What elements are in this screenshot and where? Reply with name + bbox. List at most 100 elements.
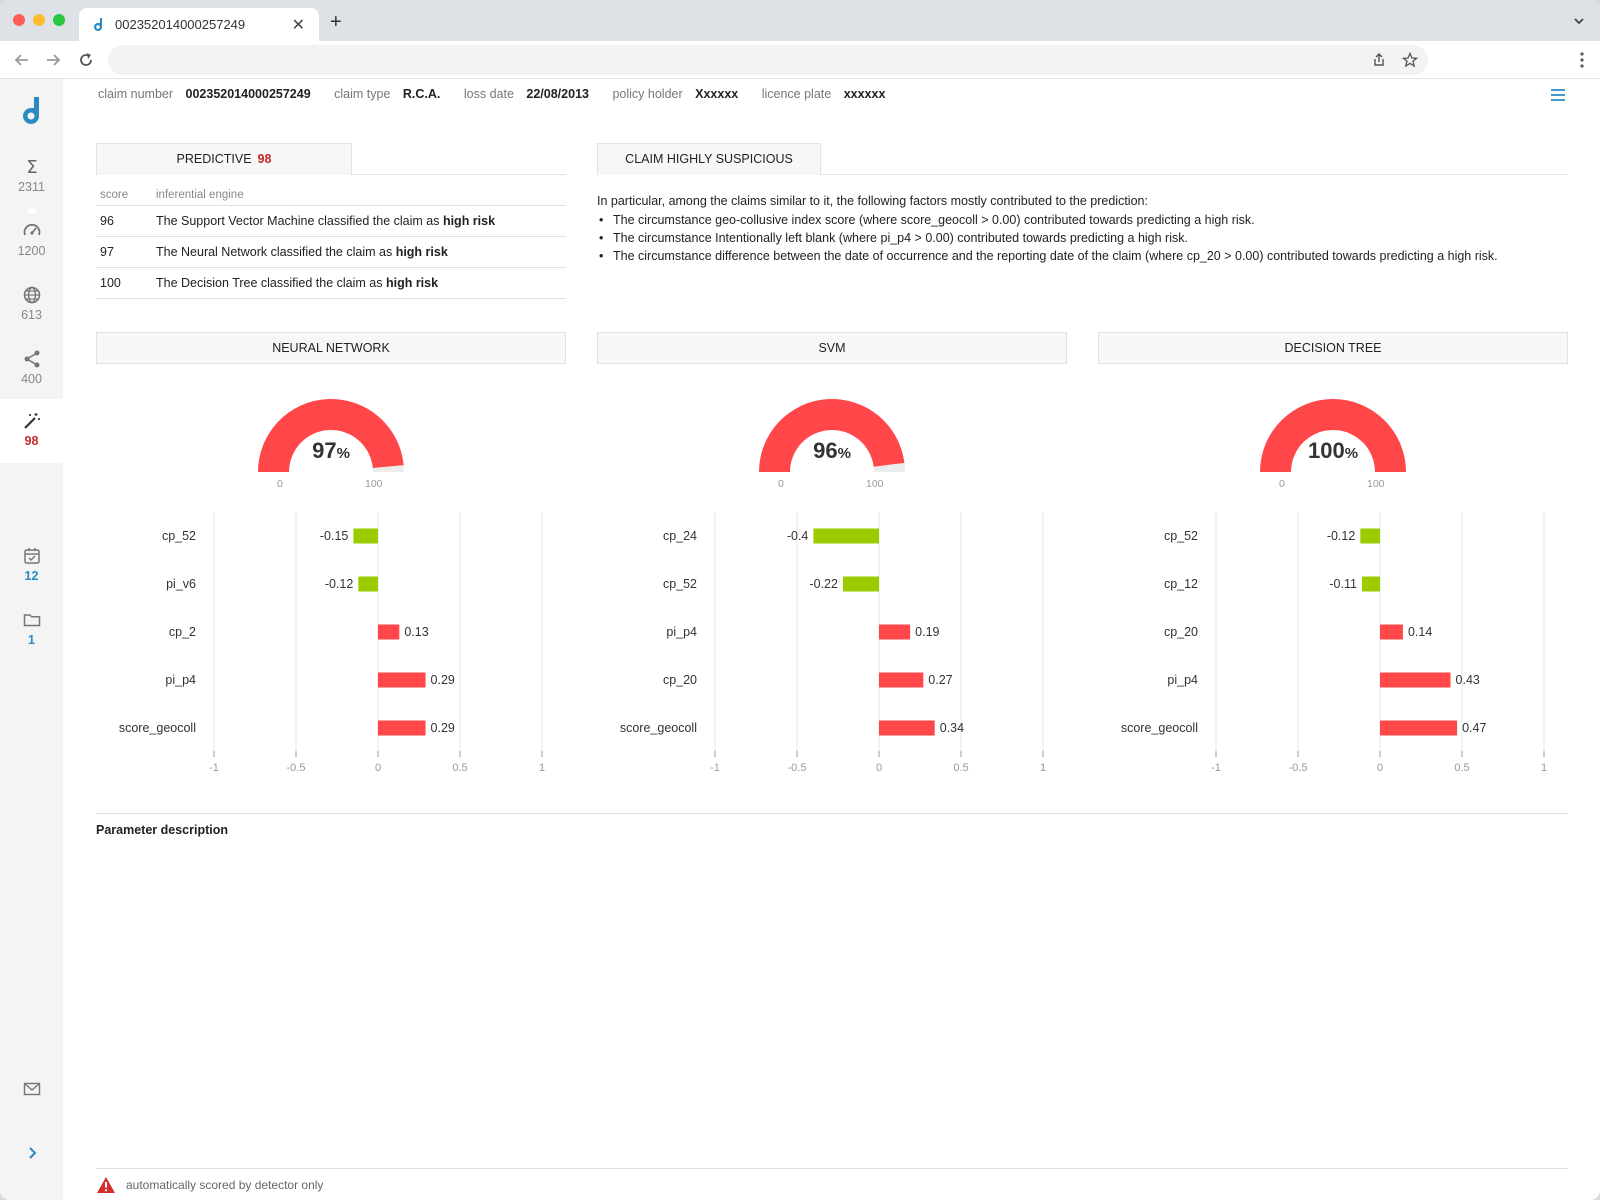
category-label: cp_52: [162, 529, 196, 543]
value-label: 0.27: [928, 673, 952, 687]
chevron-right-icon: [29, 1147, 37, 1159]
category-label: cp_12: [1164, 577, 1198, 591]
value-label: -0.4: [787, 529, 809, 543]
list-item: The circumstance difference between the …: [597, 247, 1557, 265]
category-label: cp_2: [169, 625, 196, 639]
x-tick-label: -0.5: [1289, 762, 1308, 774]
row-score: 96: [100, 214, 114, 228]
model-neural-network: NEURAL NETWORK 97% 0 100 -1 -0.5 0 0.5 1 cp_5…: [96, 332, 566, 782]
sidebar-item-geo[interactable]: 613: [0, 273, 63, 337]
category-label: score_geocoll: [119, 721, 196, 735]
value-label: -0.11: [1329, 577, 1357, 591]
gauge-arc: [1260, 399, 1406, 472]
loss-date-label: loss date: [463, 87, 514, 101]
category-label: cp_20: [1164, 625, 1198, 639]
bar: [813, 528, 879, 544]
table-row: 100 The Decision Tree classified the cla…: [96, 268, 566, 299]
model-title: NEURAL NETWORK: [96, 332, 566, 364]
value-label: -0.12: [1327, 529, 1356, 543]
row-text: The Decision Tree classified the claim a…: [156, 276, 439, 290]
value-label: 0.47: [1462, 721, 1486, 735]
contribution-chart: -1 -0.5 0 0.5 1 cp_52 -0.12 cp_12 -0.11 cp_20 0.14…: [1121, 512, 1547, 774]
col-score: score: [100, 189, 129, 201]
sidebar-item-total[interactable]: Σ 2311: [0, 145, 63, 209]
row-text: The Neural Network classified the claim …: [156, 245, 448, 259]
value-label: 0.29: [431, 673, 455, 687]
category-label: pi_v6: [166, 577, 196, 591]
close-window-button[interactable]: [13, 14, 25, 26]
bar: [378, 720, 426, 736]
claim-type-value: R.C.A.: [402, 87, 441, 101]
maximize-window-button[interactable]: [53, 14, 65, 26]
sidebar-count-folders: 1: [28, 633, 35, 647]
back-arrow-icon[interactable]: [12, 50, 32, 70]
new-tab-button[interactable]: +: [330, 11, 342, 33]
share-page-icon[interactable]: [1371, 52, 1387, 68]
tab-title: 002352014000257249: [115, 17, 246, 32]
sidebar-item-speed[interactable]: 1200: [0, 209, 63, 273]
category-label: cp_24: [663, 529, 697, 543]
contribution-chart: -1 -0.5 0 0.5 1 cp_52 -0.15 pi_v6 -0.12 cp_2 0.13 p…: [119, 512, 545, 774]
bar: [879, 672, 924, 688]
category-label: pi_p4: [165, 673, 196, 687]
x-tick-label: -0.5: [287, 762, 306, 774]
browser-tab[interactable]: 002352014000257249 ✕: [79, 8, 319, 41]
share-icon: [24, 350, 40, 368]
sidebar-pointer: [26, 207, 38, 213]
category-label: score_geocoll: [620, 721, 697, 735]
sidebar-item-predictive[interactable]: 98: [0, 399, 63, 463]
model-title: SVM: [597, 332, 1067, 364]
predictive-title: PREDICTIVE: [176, 152, 252, 166]
table-row: 97 The Neural Network classified the cla…: [96, 237, 566, 268]
menu-hamburger-icon[interactable]: [1550, 88, 1566, 102]
loss-date-value: 22/08/2013: [526, 87, 589, 101]
minimize-window-button[interactable]: [33, 14, 45, 26]
x-tick-label: -1: [209, 762, 219, 774]
footer-divider: [96, 1168, 1568, 1169]
speedometer-icon: [23, 223, 41, 236]
sidebar-item-folders[interactable]: 1: [0, 598, 63, 662]
x-tick-label: -1: [1211, 762, 1221, 774]
globe-icon: [23, 286, 41, 304]
app-logo-icon[interactable]: [20, 96, 44, 126]
score-table: score inferential engine 96 The Support …: [96, 186, 566, 299]
category-label: score_geocoll: [1121, 721, 1198, 735]
tab-list-chevron-icon[interactable]: [1572, 14, 1586, 28]
suspicious-explanation: In particular, among the claims similar …: [597, 192, 1557, 265]
gauge-arc: [759, 399, 905, 472]
warning-icon: [97, 1177, 115, 1193]
gauge-fill: [258, 399, 404, 472]
claim-header: claim number 002352014000257249 claim ty…: [98, 87, 905, 107]
gauge-min: 0: [277, 478, 283, 490]
tab-predictive[interactable]: PREDICTIVE 98: [96, 143, 352, 175]
sidebar-item-tasks[interactable]: 12: [0, 534, 63, 598]
bar: [378, 624, 400, 640]
x-tick-label: 0: [375, 762, 381, 774]
category-label: pi_p4: [1167, 673, 1198, 687]
sidebar-expand[interactable]: [0, 1131, 63, 1195]
gauge-max: 100: [1367, 478, 1385, 490]
tab-claim-suspicious[interactable]: CLAIM HIGHLY SUSPICIOUS: [597, 143, 821, 175]
bar: [842, 576, 879, 592]
sidebar-item-mail[interactable]: [0, 1067, 63, 1131]
magic-wand-icon: [24, 413, 40, 429]
address-bar[interactable]: [108, 45, 1428, 75]
value-label: -0.12: [325, 577, 354, 591]
close-tab-icon[interactable]: ✕: [291, 17, 305, 34]
sidebar-count-network: 400: [21, 372, 42, 386]
forward-arrow-icon[interactable]: [43, 50, 63, 70]
predictive-divider: [352, 174, 566, 175]
bar: [879, 624, 911, 640]
policy-holder-label: policy holder: [612, 87, 683, 101]
value-label: 0.13: [404, 625, 428, 639]
reload-icon[interactable]: [76, 50, 96, 70]
x-tick-label: -0.5: [788, 762, 807, 774]
policy-holder-value: Xxxxxx: [695, 87, 739, 101]
bookmark-star-icon[interactable]: [1402, 52, 1418, 68]
gauge-arc: [258, 399, 404, 472]
sidebar-item-network[interactable]: 400: [0, 337, 63, 401]
x-tick-label: 1: [1541, 762, 1547, 774]
browser-menu-icon[interactable]: [1580, 52, 1584, 68]
gauge: 100% 0 100: [1253, 392, 1413, 492]
row-score: 97: [100, 245, 114, 259]
